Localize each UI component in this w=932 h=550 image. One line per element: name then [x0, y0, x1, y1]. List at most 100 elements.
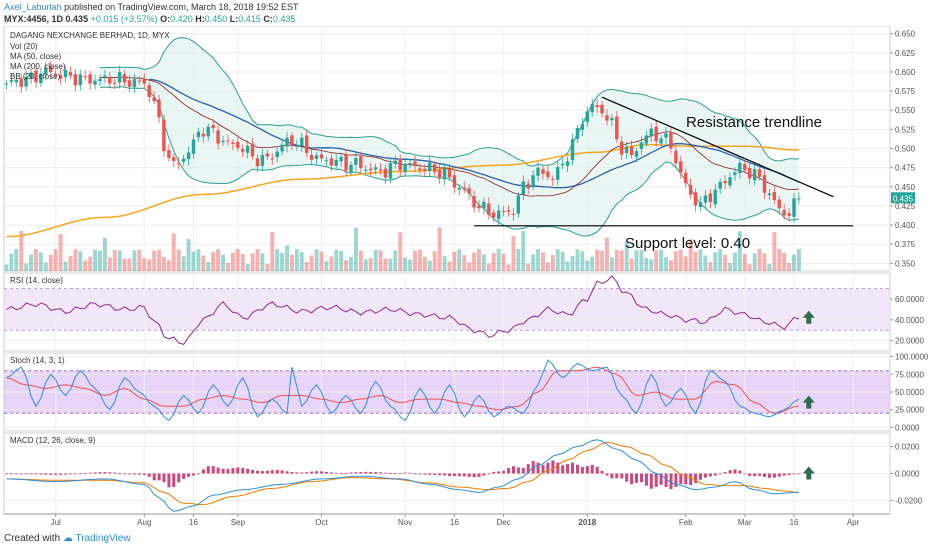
volume-bar	[762, 253, 767, 271]
price-y-tick-label: 0.600	[895, 68, 916, 77]
volume-bar	[201, 255, 206, 271]
volume-bar	[270, 232, 275, 271]
candle-body	[669, 132, 673, 149]
macd-histogram-bar	[703, 473, 707, 478]
time-axis[interactable]: Jul Aug 16 Sep Oct Nov 16 Dec 2018 Feb Mar 16 Apr	[4, 513, 890, 527]
candle-body	[546, 171, 550, 178]
candle-body	[339, 156, 343, 162]
macd-histogram-bar	[216, 467, 220, 474]
volume-bar	[191, 251, 196, 271]
macd-histogram-bar	[758, 473, 762, 476]
macd-histogram-bar	[605, 473, 609, 476]
candle-body	[108, 77, 112, 84]
candle-body	[122, 74, 127, 83]
macd-histogram-bar	[521, 467, 525, 474]
stoch-pane[interactable]: 0.0000 25.0000 50.0000 75.0000 100.0000 Stoch…	[3, 352, 929, 433]
macd-histogram-bar	[384, 472, 387, 474]
candle-body	[226, 140, 230, 142]
volume-bar	[344, 260, 348, 271]
candle-body	[172, 157, 176, 161]
stoch-y-tick-label: 75.0000	[895, 370, 924, 379]
volume-bar	[427, 260, 432, 271]
volume-bar	[9, 253, 14, 271]
stoch-up-arrow-icon	[802, 395, 815, 409]
macd-histogram-bar	[300, 472, 304, 474]
candle-body	[659, 138, 663, 144]
volume-bar	[541, 252, 545, 271]
candle-body	[117, 71, 122, 83]
candle-body	[9, 80, 14, 82]
price-pane[interactable]: 0.350 0.375 0.400 0.425 0.450 0.475 0.500 0.525…	[3, 26, 916, 272]
macd-histogram-bar	[172, 473, 176, 487]
macd-histogram-bar	[595, 466, 599, 474]
candle-body	[186, 152, 191, 160]
author-link[interactable]: Axel_Laburlah	[4, 2, 62, 12]
candle-body	[531, 175, 535, 187]
volume-bar	[314, 249, 319, 271]
candle-body	[748, 167, 752, 179]
candle-body	[703, 195, 708, 203]
macd-histogram-bar	[408, 472, 412, 474]
time-axis-tick-label: Sep	[231, 518, 246, 527]
volume-bar	[752, 253, 757, 271]
ohlc-line: MYX:4456, 1D 0.435 +0.015 (+3.57%) O:0.4…	[4, 13, 295, 25]
candle-body	[472, 196, 476, 208]
volume-bar	[245, 263, 250, 271]
candle-body	[679, 161, 683, 173]
chart-canvas[interactable]: 0.350 0.375 0.400 0.425 0.450 0.475 0.500 0.525…	[0, 26, 932, 531]
volume-bar	[265, 263, 270, 271]
symbol-label: MYX:4456, 1D	[4, 14, 64, 24]
tradingview-brand[interactable]: TradingView	[75, 533, 131, 544]
macd-histogram-bar	[344, 472, 348, 474]
high-label: H:	[195, 14, 205, 24]
candle-body	[777, 199, 781, 209]
volume-bar	[398, 232, 403, 271]
macd-histogram-bar	[472, 473, 476, 478]
volume-bar	[654, 250, 659, 271]
candle-body	[634, 151, 639, 157]
macd-y-tick-label: 0.0200	[895, 443, 920, 452]
volume-bar	[48, 255, 53, 271]
candle-body	[723, 181, 727, 184]
macd-histogram-bar	[669, 473, 673, 490]
candle-body	[462, 187, 466, 190]
rsi-band	[4, 288, 890, 331]
rsi-pane[interactable]: 20.0000 40.0000 60.0000 RSI (14, close)	[3, 272, 924, 352]
candle-body	[482, 201, 486, 209]
macd-histogram-bar	[482, 473, 486, 476]
macd-histogram-bar	[393, 473, 397, 474]
volume-bar	[230, 252, 235, 271]
candle-body	[98, 78, 102, 82]
macd-histogram-bar	[147, 473, 151, 477]
candle-body	[698, 202, 703, 207]
candle-body	[398, 158, 402, 171]
macd-histogram-bar	[231, 468, 235, 474]
resistance-trendline[interactable]	[601, 96, 834, 198]
price-legend-entry: Vol (20)	[10, 42, 38, 51]
stoch-k-line	[6, 359, 800, 422]
candle-body	[782, 210, 786, 216]
time-axis-tick-label: Feb	[679, 518, 693, 527]
macd-histogram-bar	[206, 466, 210, 474]
macd-histogram-bar	[39, 473, 43, 475]
candle-body	[693, 192, 698, 206]
volume-bar	[309, 255, 314, 271]
macd-histogram-bar	[221, 468, 225, 474]
candle-body	[615, 116, 619, 140]
candle-body	[78, 74, 82, 86]
volume-bar	[393, 250, 398, 271]
macd-histogram-bar	[374, 472, 378, 474]
candle-body	[113, 82, 117, 84]
volume-bar	[693, 251, 698, 271]
candle-body	[329, 158, 333, 166]
last-price: 0.435	[65, 14, 89, 24]
publication-line: Axel_Laburlah published on TradingView.c…	[4, 1, 299, 13]
macd-pane[interactable]: -0.0200 0.0000 0.0200 MACD (12, 26, close, …	[3, 432, 923, 515]
macd-histogram-bar	[541, 464, 545, 474]
macd-histogram-bar	[187, 473, 191, 477]
volume-bar	[457, 249, 462, 271]
candle-body	[201, 133, 205, 137]
price-y-tick-label: 0.375	[895, 240, 916, 249]
macd-histogram-bar	[349, 472, 353, 474]
volume-bar	[472, 252, 476, 271]
